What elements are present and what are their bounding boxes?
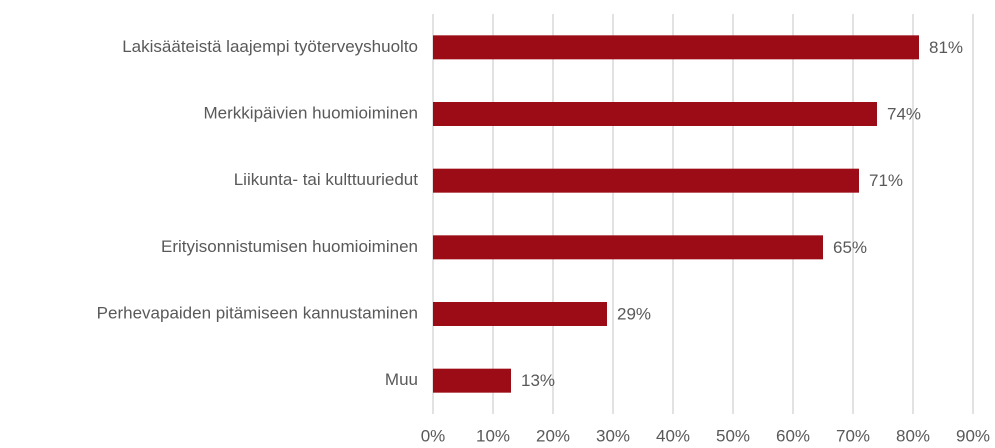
x-tick-label: 80% [896, 426, 930, 445]
x-tick-label: 70% [836, 426, 870, 445]
x-tick-label: 30% [596, 426, 630, 445]
data-label: 29% [617, 304, 651, 323]
y-tick-label: Perhevapaiden pitämiseen kannustaminen [97, 303, 418, 322]
bar [433, 35, 919, 60]
bar [433, 102, 877, 126]
bar [433, 302, 607, 326]
bar [433, 235, 823, 260]
x-tick-label: 50% [716, 426, 750, 445]
x-tick-label: 90% [956, 426, 990, 445]
x-tick-label: 10% [476, 426, 510, 445]
x-tick-label: 40% [656, 426, 690, 445]
bar [433, 368, 511, 393]
x-tick-label: 20% [536, 426, 570, 445]
x-tick-label: 60% [776, 426, 810, 445]
data-label: 71% [869, 171, 903, 190]
x-tick-label: 0% [421, 426, 446, 445]
y-tick-label: Erityisonnistumisen huomioiminen [161, 237, 418, 256]
data-label: 81% [929, 38, 963, 57]
data-label: 65% [833, 238, 867, 257]
y-tick-label: Liikunta- tai kulttuuriedut [234, 170, 419, 189]
bar [433, 168, 859, 193]
data-label: 13% [521, 371, 555, 390]
y-tick-label: Merkkipäivien huomioiminen [204, 103, 418, 122]
y-tick-label: Lakisääteistä laajempi työterveyshuolto [122, 37, 418, 56]
data-label: 74% [887, 104, 921, 123]
y-tick-label: Muu [385, 370, 418, 389]
